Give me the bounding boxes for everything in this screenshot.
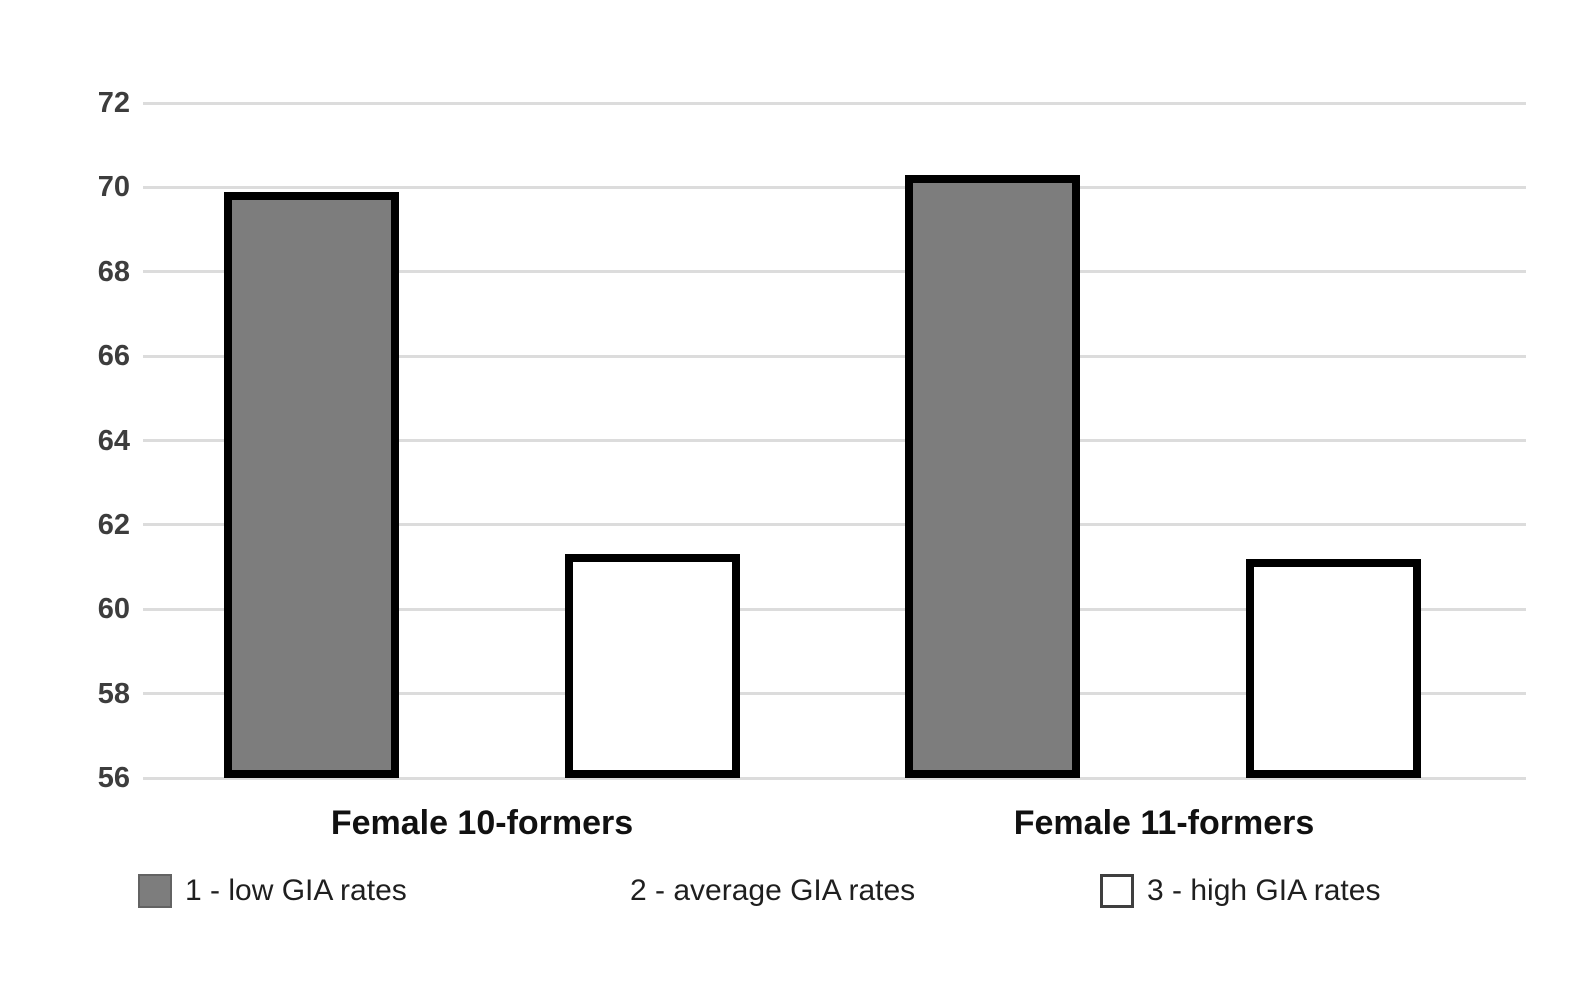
bar-3-high-gia-rates-female-10-formers <box>565 554 741 778</box>
y-tick-label-64: 64 <box>97 424 130 457</box>
bar-3-high-gia-rates-female-11-formers <box>1246 558 1422 778</box>
gridline-y-70 <box>143 185 1526 189</box>
x-category-label-female-11-formers: Female 11-formers <box>1013 804 1315 842</box>
gridline-y-68 <box>143 270 1526 274</box>
legend-swatch-gray-icon <box>138 874 172 908</box>
legend-label-average-gia: 2 - average GIA rates <box>630 874 916 907</box>
plot-area <box>143 101 1526 780</box>
bar-1-low-gia-rates-female-10-formers <box>223 191 399 778</box>
gridline-y-58 <box>143 692 1526 696</box>
gridline-y-62 <box>143 523 1526 527</box>
legend-label-high-gia: 3 - high GIA rates <box>1147 874 1381 907</box>
y-tick-label-68: 68 <box>97 255 130 288</box>
y-tick-label-60: 60 <box>97 593 130 626</box>
x-category-label-female-10-formers: Female 10-formers <box>330 804 634 842</box>
legend-label-low-gia: 1 - low GIA rates <box>185 874 407 907</box>
legend-item-high-gia: 3 - high GIA rates <box>1100 870 1380 912</box>
legend-item-low-gia: 1 - low GIA rates <box>138 870 407 912</box>
gridline-y-60 <box>143 607 1526 611</box>
gridline-y-56 <box>143 776 1526 780</box>
y-tick-label-70: 70 <box>97 171 130 204</box>
legend-item-average-gia: 2 - average GIA rates <box>630 870 915 912</box>
bar-1-low-gia-rates-female-11-formers <box>904 174 1080 778</box>
y-tick-label-72: 72 <box>97 87 130 119</box>
legend-swatch-white-icon <box>1100 874 1134 908</box>
y-tick-label-56: 56 <box>97 762 130 794</box>
gridline-y-72 <box>143 101 1526 105</box>
gridline-y-66 <box>143 354 1526 358</box>
y-tick-label-58: 58 <box>97 677 130 710</box>
y-tick-label-62: 62 <box>97 508 130 541</box>
gridline-y-64 <box>143 439 1526 442</box>
y-tick-label-66: 66 <box>97 340 130 373</box>
